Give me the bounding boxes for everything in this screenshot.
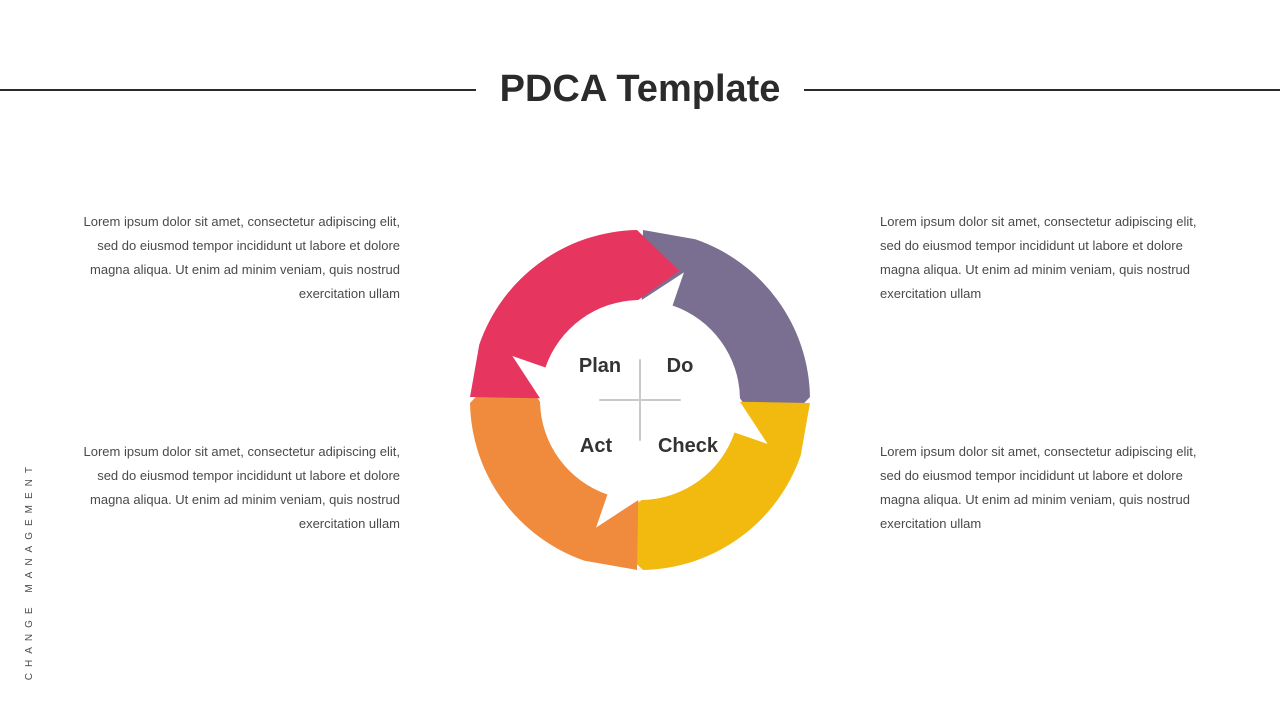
label-plan: Plan bbox=[579, 355, 621, 377]
segment-act bbox=[470, 230, 679, 398]
rule-left bbox=[0, 89, 476, 91]
label-check: Check bbox=[658, 435, 719, 457]
desc-do: Lorem ipsum dolor sit amet, consectetur … bbox=[880, 210, 1220, 306]
label-do: Do bbox=[667, 355, 694, 377]
page-title: PDCA Template bbox=[476, 68, 805, 111]
desc-check: Lorem ipsum dolor sit amet, consectetur … bbox=[880, 440, 1220, 536]
desc-plan: Lorem ipsum dolor sit amet, consectetur … bbox=[60, 210, 400, 306]
pdca-cycle: Plan Do Check Act bbox=[460, 220, 820, 580]
side-label: CHANGE MANAGEMENT bbox=[24, 461, 35, 680]
rule-right bbox=[804, 89, 1280, 91]
desc-act: Lorem ipsum dolor sit amet, consectetur … bbox=[60, 440, 400, 536]
label-act: Act bbox=[580, 435, 613, 457]
title-row: PDCA Template bbox=[0, 68, 1280, 111]
